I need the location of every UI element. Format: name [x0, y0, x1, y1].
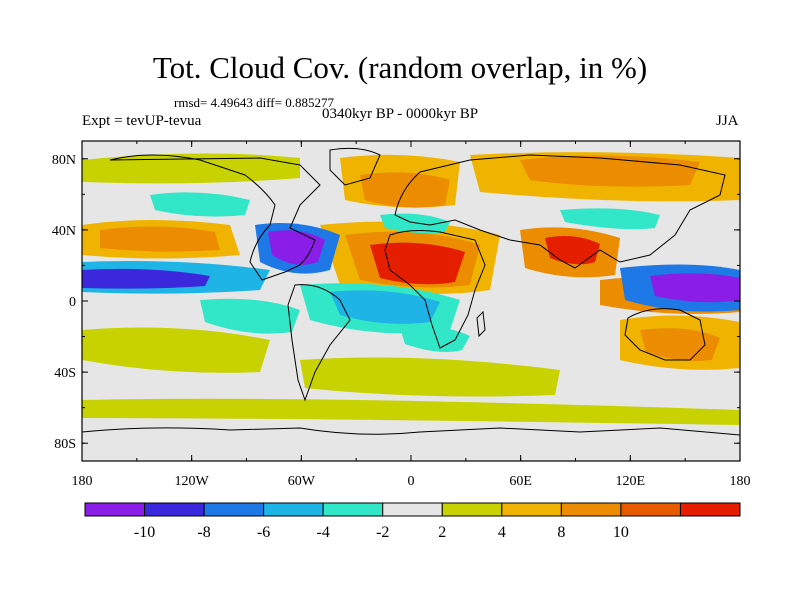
colorbar: -10 -8 -6 -4 -2 2 4 8 10: [84, 502, 741, 541]
lat-label: 0: [69, 295, 76, 310]
colorbar-label: -2: [376, 524, 389, 541]
anomaly-region: [200, 298, 300, 334]
anomaly-region: [82, 398, 740, 425]
coastline-madagascar: [476, 310, 486, 338]
anomaly-region: [650, 273, 740, 303]
anomaly-region: [370, 242, 465, 285]
lat-label: 80S: [54, 437, 76, 452]
coastline-antarctica: [82, 427, 740, 436]
coastline-africa: [384, 230, 486, 349]
anomaly-region: [380, 213, 450, 234]
coastline-eurasia: [394, 154, 726, 269]
colorbar-label: 8: [557, 524, 565, 541]
lat-label: 40N: [52, 224, 76, 239]
anomaly-region: [560, 208, 660, 230]
colorbar-label: 4: [498, 524, 506, 541]
anomaly-region: [82, 327, 270, 373]
colorbar-swatch: [84, 502, 146, 517]
colorbar-swatch: [560, 502, 622, 517]
colorbar-label: 2: [438, 524, 446, 541]
anomaly-region: [150, 192, 250, 217]
coastline-greenland: [329, 147, 381, 186]
anomaly-region: [545, 236, 600, 265]
colorbar-swatch: [679, 502, 741, 517]
colorbar-swatch: [144, 502, 205, 517]
anomaly-region: [640, 328, 720, 361]
colorbar-label: -6: [257, 524, 270, 541]
anomaly-region: [520, 155, 700, 187]
experiment-label: Expt = tevUP-tevua: [82, 113, 202, 129]
colorbar-label: 10: [613, 524, 629, 541]
anomaly-region: [400, 326, 470, 352]
colorbar-label: -10: [134, 524, 155, 541]
colorbar-swatch: [203, 502, 265, 517]
rmsd-diff-stats: rmsd= 4.49643 diff= 0.885277: [174, 95, 334, 110]
coastlines: [82, 147, 740, 436]
colorbar-label: -4: [317, 524, 330, 541]
axis-labels: 80N 40N 0 40S 80S 180 120W 60W 0 60E 120E 180: [52, 153, 751, 489]
coastline-north-america: [109, 154, 321, 281]
anomaly-region: [268, 230, 325, 265]
colorbar-swatch: [322, 502, 384, 517]
lat-label: 40S: [54, 366, 76, 381]
colorbar-swatch: [441, 502, 503, 517]
time-period-label: 0340kyr BP - 0000kyr BP: [322, 106, 479, 122]
lon-label: 180: [72, 474, 93, 489]
lon-label: 120E: [616, 474, 646, 489]
lon-label: 0: [408, 474, 415, 489]
anomaly-region: [82, 268, 210, 289]
colorbar-swatch: [263, 502, 324, 517]
axis-ticks: [81, 141, 741, 461]
colorbar-label: -8: [197, 524, 210, 541]
plot-title: Tot. Cloud Cov. (random overlap, in %): [152, 50, 648, 85]
anomaly-region: [300, 357, 560, 397]
colorbar-swatch: [501, 502, 562, 517]
anomaly-region: [330, 290, 440, 324]
lat-label: 80N: [52, 153, 76, 168]
lon-label: 60E: [509, 474, 532, 489]
colorbar-swatch: [382, 502, 443, 517]
lon-label: 60W: [288, 474, 316, 489]
anomaly-region: [100, 226, 220, 252]
lon-label: 120W: [175, 474, 210, 489]
colorbar-swatch: [620, 502, 681, 517]
season-label: JJA: [716, 113, 739, 129]
lon-label: 180: [730, 474, 751, 489]
coastline-australia: [624, 308, 706, 361]
coastline-south-america: [287, 284, 351, 402]
